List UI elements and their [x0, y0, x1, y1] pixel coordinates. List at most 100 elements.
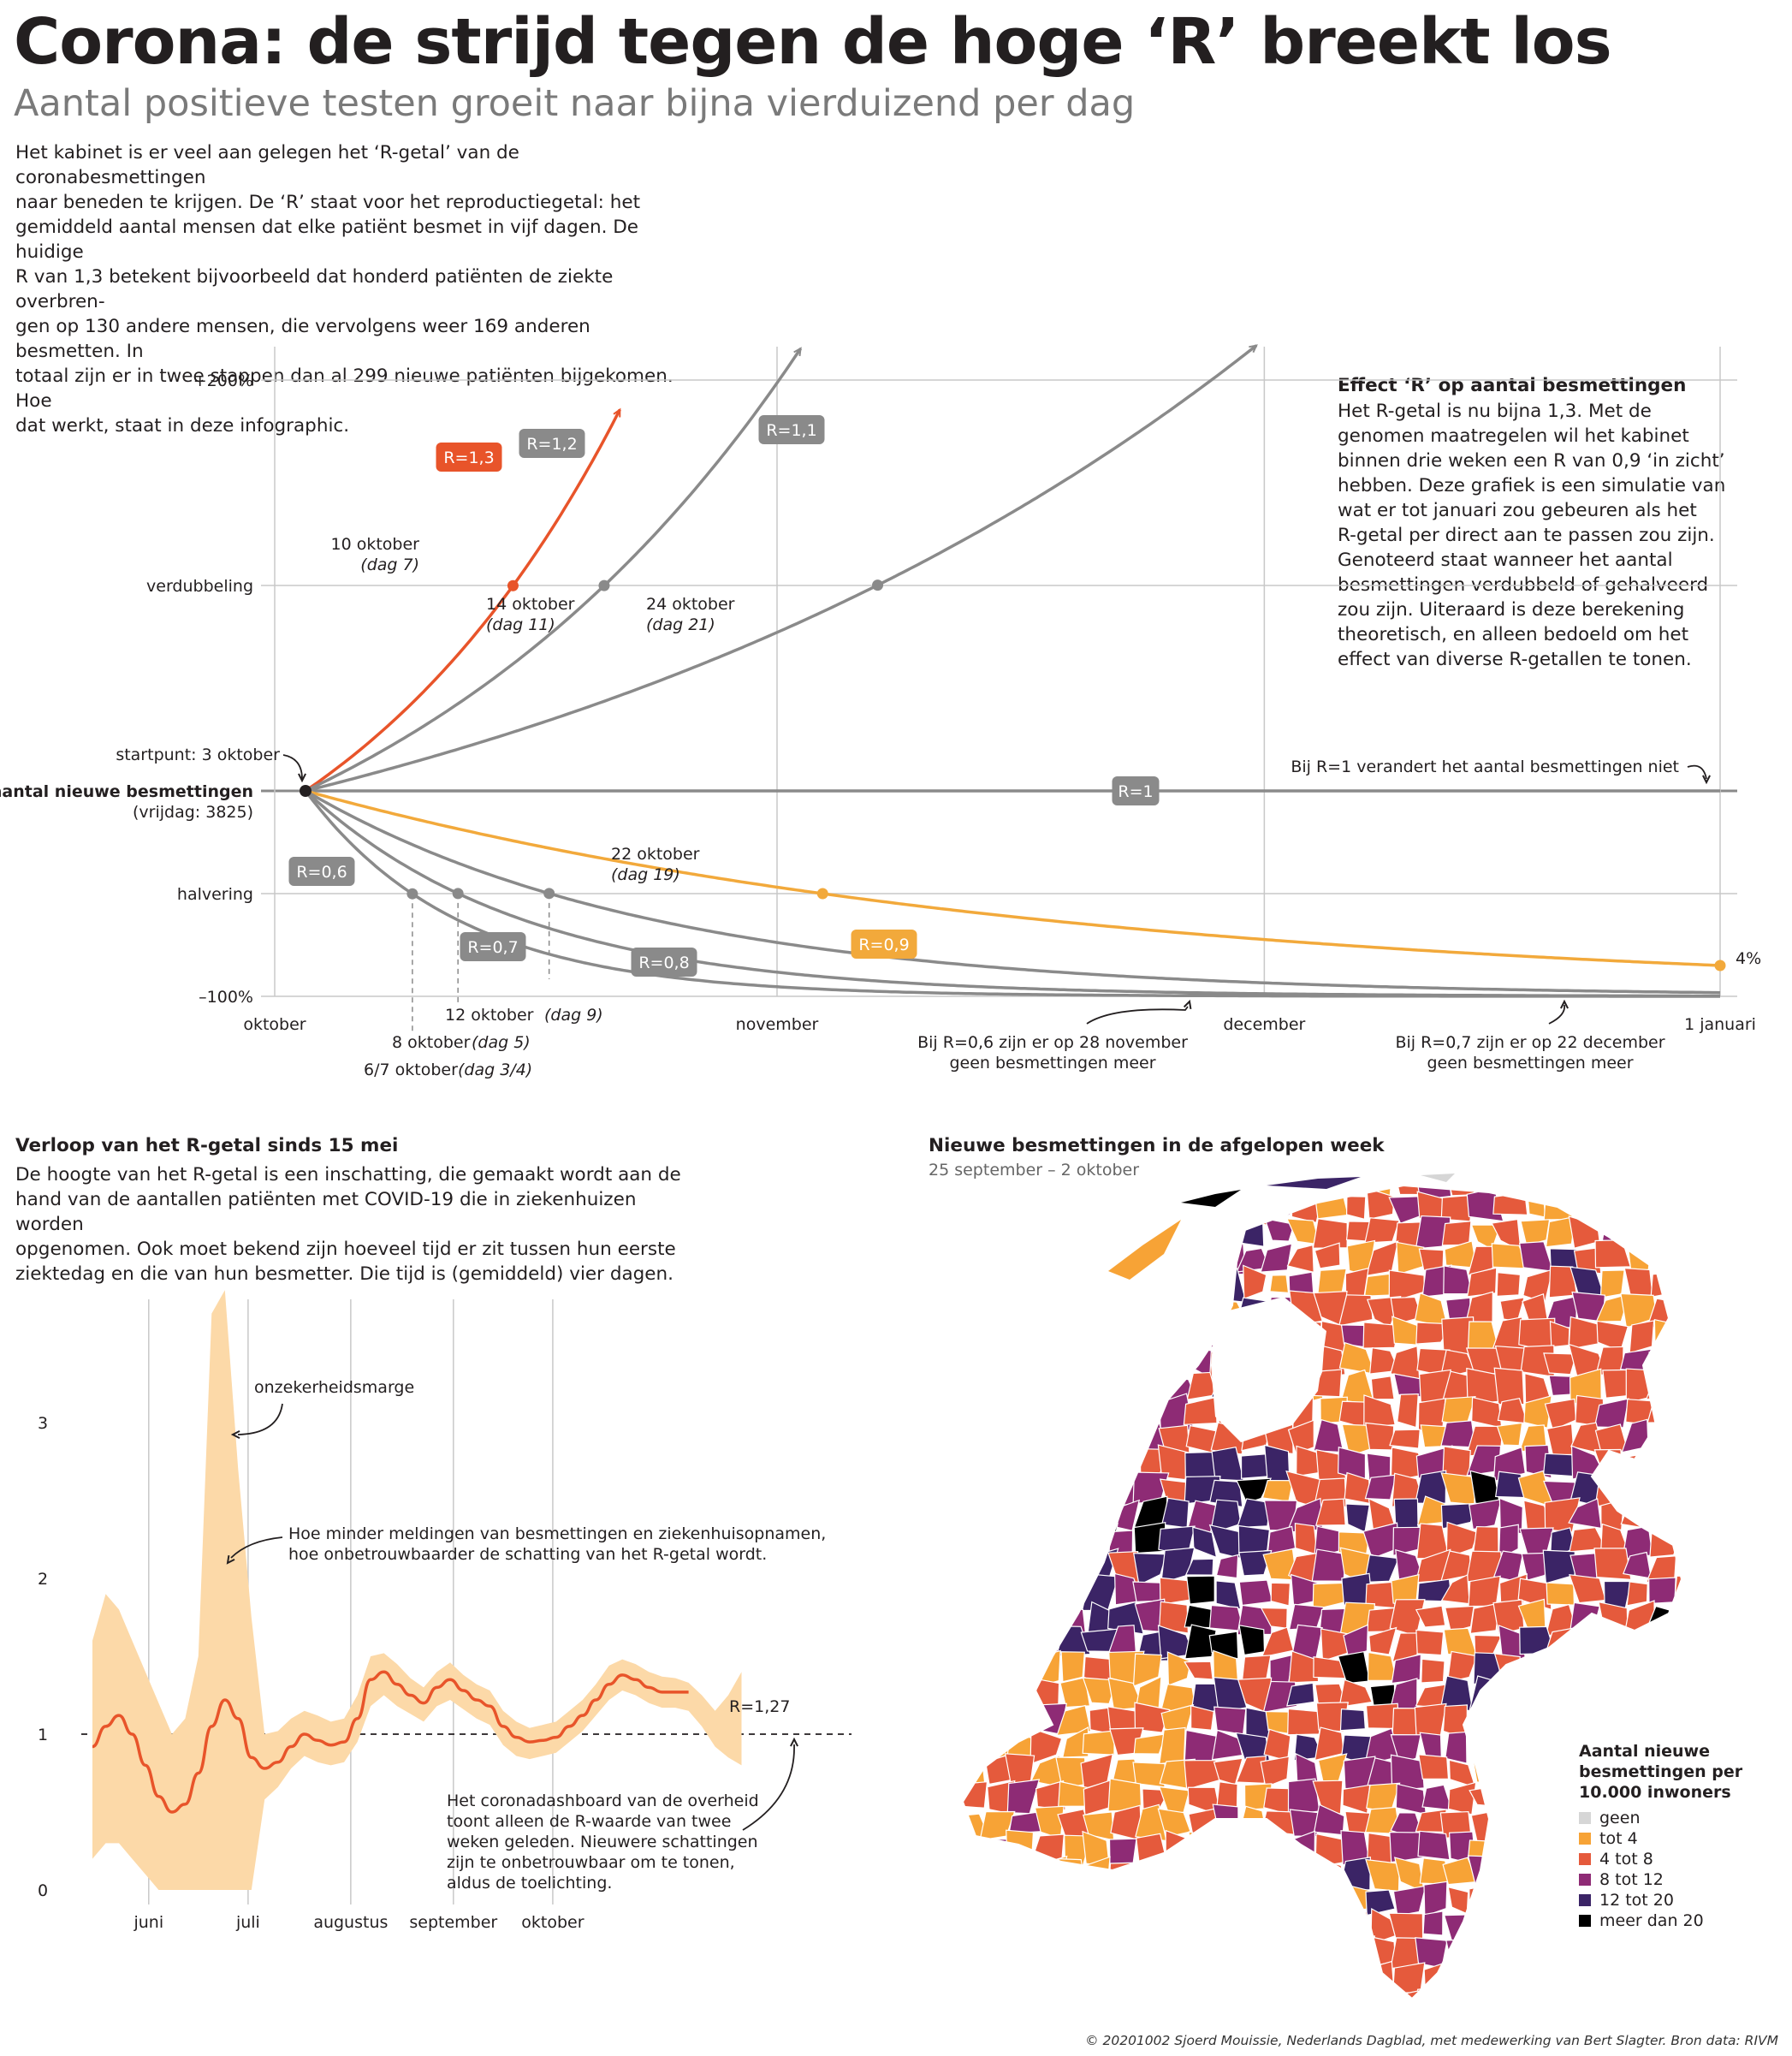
municipality-cell — [1008, 1701, 1031, 1732]
municipality-cell — [1080, 1368, 1119, 1403]
municipality-cell — [1286, 1682, 1315, 1707]
municipality-cell — [1004, 1864, 1041, 1890]
municipality-cell — [1470, 1958, 1499, 1993]
municipality-cell — [1192, 1526, 1218, 1559]
municipality-cell — [1362, 1322, 1399, 1349]
municipality-cell — [979, 1344, 1014, 1376]
series-arrow — [613, 407, 621, 418]
municipality-cell — [1188, 1831, 1215, 1869]
municipality-cell — [1004, 1214, 1039, 1248]
intro-line: naar beneden te krijgen. De ‘R’ staat vo… — [15, 192, 641, 213]
municipality-cell — [1517, 1756, 1544, 1786]
municipality-cell — [1645, 1215, 1682, 1252]
r07-note: Bij R=0,7 zijn er op 22 december — [1395, 1033, 1664, 1052]
legend-label: 12 tot 20 — [1599, 1891, 1674, 1910]
municipality-cell — [1647, 1629, 1682, 1662]
annotation-r-now: R=1,27 — [729, 1697, 790, 1716]
municipality-cell — [1319, 1935, 1350, 1967]
municipality-cell — [1108, 1838, 1137, 1867]
municipality-cell — [1362, 1992, 1399, 1999]
municipality-cell — [1445, 1731, 1468, 1764]
municipality-cell — [1012, 1477, 1042, 1508]
r-history-chart: 43210junijuliaugustusseptemberoktober on… — [38, 1290, 851, 1932]
municipality-cell — [1546, 1582, 1575, 1606]
municipality-cell — [1543, 1654, 1578, 1682]
municipality-cell — [1263, 1444, 1291, 1482]
municipality-cell — [1008, 1243, 1040, 1277]
page-title: Corona: de strijd tegen de hoge ‘R’ bree… — [14, 5, 1612, 79]
start-point — [300, 785, 312, 797]
map-legend: Aantal nieuwe besmettingen per 10.000 in… — [1579, 1741, 1767, 1931]
municipality-cell — [1030, 1549, 1065, 1584]
municipality-cell — [977, 1269, 1012, 1301]
municipality-cell — [1063, 1292, 1089, 1328]
municipality-cell — [983, 1710, 1009, 1740]
municipality-cell — [1292, 1881, 1321, 1919]
municipality-cell — [1365, 1858, 1401, 1893]
milestone-label: (dag 19) — [611, 865, 680, 884]
municipality-cell — [1005, 1368, 1042, 1401]
municipality-cell — [1209, 1857, 1246, 1889]
municipality-cell — [1629, 1452, 1655, 1478]
municipality-cell — [1674, 1342, 1682, 1375]
milestone-label: 8 oktober — [392, 1033, 471, 1052]
series-badge — [288, 857, 355, 886]
municipality-cell — [1265, 1959, 1298, 1993]
municipality-cell — [1030, 1290, 1063, 1326]
municipality-cell — [1444, 1605, 1475, 1633]
municipality-cell — [1343, 1624, 1369, 1658]
municipality-cell — [1260, 1756, 1291, 1788]
municipality-cell — [1629, 1628, 1653, 1661]
municipality-cell — [1445, 1939, 1476, 1968]
municipality-cell — [1183, 1969, 1215, 1994]
series-badge — [851, 930, 917, 959]
municipality-cell — [1215, 1554, 1239, 1579]
x-tick-label: september — [409, 1913, 497, 1932]
municipality-cell — [1269, 1275, 1290, 1294]
municipality-cell — [1647, 1423, 1682, 1450]
municipality-cell — [1338, 1679, 1374, 1708]
municipality-cell — [1184, 1239, 1213, 1275]
municipality-cell — [1492, 1702, 1530, 1737]
r07-arrow — [1548, 1004, 1566, 1025]
municipality-cell — [1626, 1581, 1648, 1607]
municipality-cell — [1004, 1682, 1037, 1704]
municipality-cell — [1314, 1242, 1341, 1269]
municipality-cell — [1474, 1634, 1503, 1655]
annotation-meldingen: Hoe minder meldingen van besmettingen en… — [288, 1524, 826, 1543]
municipality-cell — [1190, 1704, 1214, 1731]
municipality-cell — [1186, 1319, 1216, 1353]
municipality-cell — [977, 1396, 1015, 1428]
municipality-cell — [1261, 1479, 1294, 1502]
intro-line: gemiddeld aantal mensen dat elke patiënt… — [15, 217, 639, 263]
municipality-cell — [1339, 1933, 1376, 1970]
municipality-cell — [1679, 1194, 1682, 1225]
municipality-cell — [963, 1553, 988, 1581]
municipality-cell — [1415, 1215, 1451, 1250]
municipality-cell — [982, 1368, 1016, 1401]
section2-line: ziektedag en die van hun besmetter. Die … — [15, 1263, 673, 1285]
municipality-cell — [1064, 1346, 1086, 1381]
municipality-cell — [963, 1600, 988, 1635]
municipality-cell — [1493, 1988, 1525, 1999]
municipality-cell — [1163, 1966, 1193, 1993]
municipality-cell — [1158, 1269, 1192, 1299]
municipality-cell — [1241, 1655, 1272, 1682]
annotation-onzeker: onzekerheidsmarge — [254, 1378, 414, 1397]
municipality-cell — [1236, 1185, 1271, 1197]
municipality-cell — [1544, 1497, 1581, 1533]
municipality-cell — [1422, 1910, 1444, 1936]
municipality-cell — [1085, 1239, 1116, 1274]
municipality-cell — [1421, 1658, 1445, 1684]
series-badge — [460, 932, 526, 961]
series-badge — [1112, 776, 1160, 805]
municipality-cell — [1234, 1214, 1265, 1247]
municipality-cell — [1059, 1323, 1085, 1353]
x-tick-label: augustus — [313, 1913, 388, 1932]
municipality-cell — [1084, 1934, 1113, 1971]
municipality-cell — [1671, 1185, 1682, 1194]
island-schiermonnikoog — [1421, 1174, 1455, 1182]
municipality-cell — [978, 1427, 1013, 1457]
municipality-cell — [980, 1960, 1015, 1992]
municipality-cell — [1236, 1477, 1273, 1504]
